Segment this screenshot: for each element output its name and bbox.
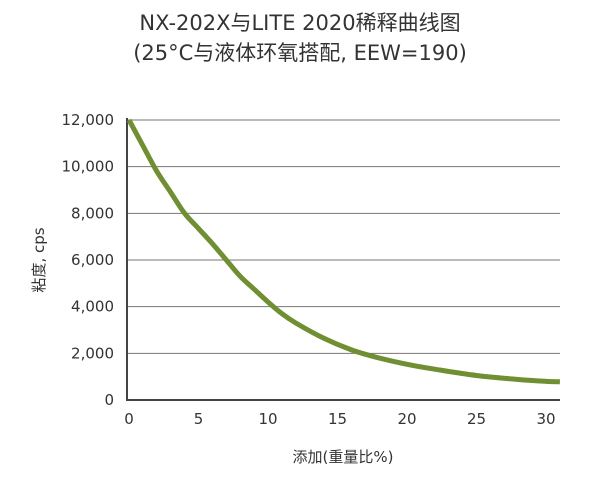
- y-tick-label: 0: [104, 391, 114, 409]
- y-tick-label: 4,000: [71, 298, 114, 316]
- x-tick-label: 15: [328, 410, 347, 428]
- series-line: [126, 118, 560, 385]
- y-tick-label: 2,000: [71, 344, 114, 362]
- y-tick-label: 10,000: [62, 158, 115, 176]
- y-tick-label: 8,000: [71, 204, 114, 222]
- title-line-1: NX-202X与LITE 2020稀释曲线图: [139, 11, 461, 35]
- x-tick-label: 5: [194, 410, 204, 428]
- x-tick-label: 20: [397, 410, 416, 428]
- y-tick-label: 12,000: [62, 111, 115, 129]
- x-axis-label: 添加(重量比%): [293, 448, 394, 466]
- chart-title: NX-202X与LITE 2020稀释曲线图 (25°C与液体环氧搭配, EEW…: [0, 8, 600, 68]
- y-axis-label: 粘度, cps: [30, 227, 48, 292]
- x-tick-label: 30: [536, 410, 555, 428]
- x-tick-label: 25: [467, 410, 486, 428]
- x-tick-label: 0: [124, 410, 134, 428]
- title-line-2: (25°C与液体环氧搭配, EEW=190): [133, 41, 467, 65]
- x-tick-label: 10: [258, 410, 277, 428]
- y-tick-label: 6,000: [71, 251, 114, 269]
